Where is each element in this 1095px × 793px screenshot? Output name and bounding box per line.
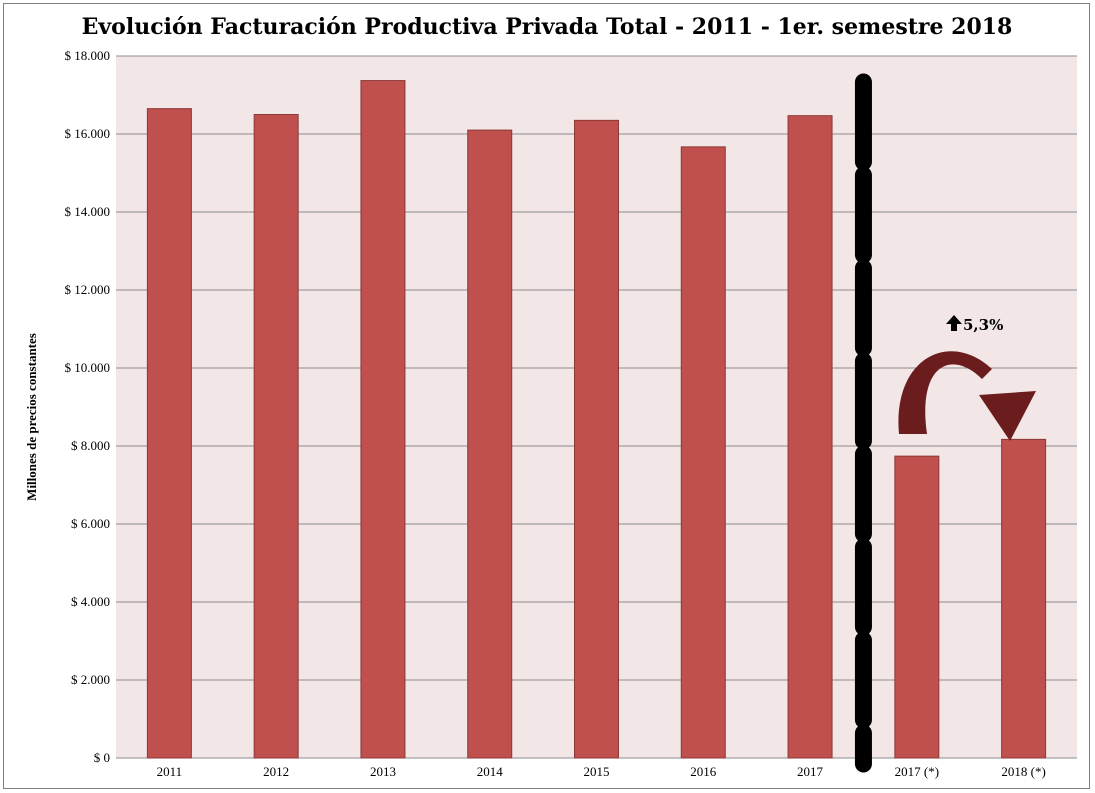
bar-2016: [680, 146, 726, 759]
bar-2014: [467, 129, 513, 759]
x-tick-label: 2017 (*): [895, 764, 939, 779]
y-axis-label: Millones de precios constantes: [24, 333, 39, 501]
bar-2012: [253, 114, 299, 759]
y-axis-ticks: $ 0 $ 2.000 $ 4.000 $ 6.000 $ 8.000 $ 10.000 $…: [65, 48, 111, 765]
y-tick-label: $ 2.000: [71, 672, 110, 687]
y-tick-label: $ 14.000: [65, 204, 111, 219]
growth-annotation-text: 5,3%: [963, 316, 1003, 334]
chart-frame: Evolución Facturación Productiva Privada…: [3, 3, 1090, 789]
bar-2011: [146, 108, 192, 759]
y-tick-label: $ 0: [94, 750, 110, 765]
bars: [146, 80, 1047, 759]
x-tick-label: 2011: [157, 764, 183, 779]
y-tick-label: $ 16.000: [65, 126, 111, 141]
bar-2017: [787, 115, 833, 759]
x-tick-label: 2013: [370, 764, 396, 779]
bar-2013: [360, 80, 406, 759]
x-axis-ticks: 2011 2012 2013 2014 2015 2016 2017 2017 (*) 2018…: [157, 764, 1046, 779]
chart-title: Evolución Facturación Productiva Privada…: [82, 14, 1013, 40]
bar-2017: [894, 455, 940, 759]
x-tick-label: 2014: [477, 764, 504, 779]
x-tick-label: 2018 (*): [1001, 764, 1045, 779]
y-tick-label: $ 4.000: [71, 594, 110, 609]
x-tick-label: 2016: [690, 764, 717, 779]
bar-2015: [574, 119, 619, 759]
y-tick-label: $ 18.000: [65, 48, 111, 63]
curved-arrow-head-icon: [979, 391, 1036, 441]
y-tick-label: $ 8.000: [71, 438, 110, 453]
growth-annotation: 5,3%: [946, 315, 1003, 334]
y-tick-label: $ 12.000: [65, 282, 111, 297]
bar-chart: Evolución Facturación Productiva Privada…: [24, 14, 1077, 779]
y-tick-label: $ 6.000: [71, 516, 110, 531]
up-arrow-icon: [946, 315, 962, 331]
bar-2018: [1001, 438, 1047, 759]
x-tick-label: 2012: [263, 764, 289, 779]
curved-arrow-icon: [898, 351, 992, 434]
x-tick-label: 2017: [797, 764, 824, 779]
y-tick-label: $ 10.000: [65, 360, 111, 375]
x-tick-label: 2015: [584, 764, 610, 779]
